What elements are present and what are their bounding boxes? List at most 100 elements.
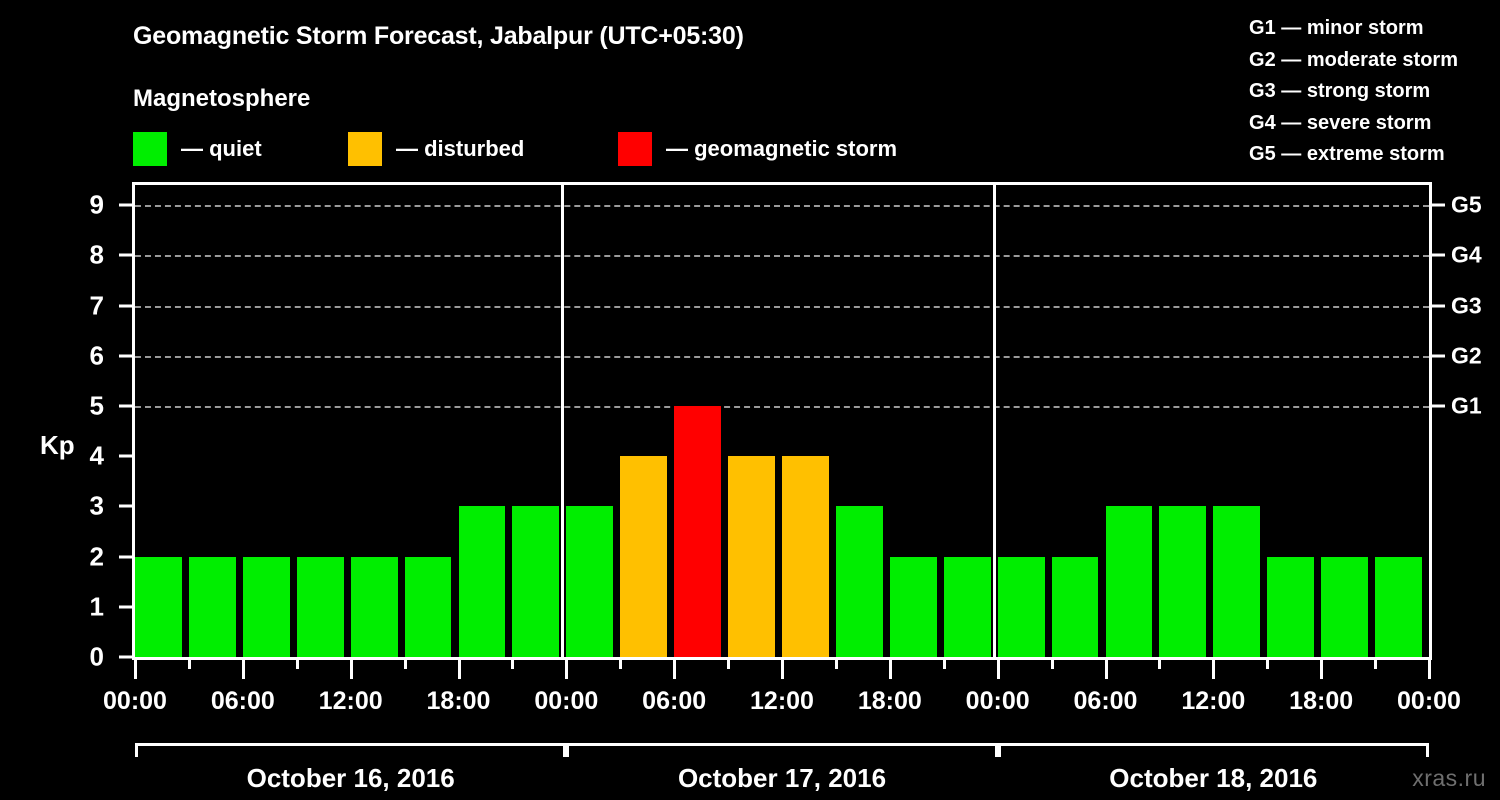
bar bbox=[188, 556, 236, 657]
x-tick-19 bbox=[1158, 657, 1162, 669]
watermark: xras.ru bbox=[1412, 765, 1486, 791]
g-scale-legend-line-3: G3 — strong storm bbox=[1249, 80, 1431, 102]
y-tick-8 bbox=[119, 253, 132, 257]
gridline-kp-9 bbox=[135, 205, 1429, 208]
gridline-kp-8 bbox=[135, 255, 1429, 258]
bar bbox=[1159, 506, 1207, 657]
day-divider-1 bbox=[561, 185, 565, 657]
x-axis-label-11: 18:00 bbox=[1289, 687, 1354, 715]
y-axis-label-8: 8 bbox=[89, 239, 104, 270]
x-tick-18 bbox=[1104, 657, 1108, 679]
g-tick-G2 bbox=[1432, 354, 1445, 358]
y-tick-7 bbox=[119, 304, 132, 307]
g-scale-legend-line-1: G1 — minor storm bbox=[1249, 17, 1424, 39]
bar bbox=[350, 556, 398, 657]
y-axis-label-4: 4 bbox=[89, 440, 104, 471]
g-scale-legend: G1 — minor storm G2 — moderate storm G3 — … bbox=[1249, 13, 1458, 171]
bar bbox=[620, 456, 668, 657]
bar bbox=[1105, 506, 1153, 657]
x-axis-label-2: 12:00 bbox=[318, 687, 383, 715]
g-tick-G4 bbox=[1432, 253, 1445, 257]
gridline-kp-6 bbox=[135, 355, 1429, 358]
bar bbox=[835, 506, 883, 657]
x-tick-10 bbox=[673, 657, 677, 679]
bar bbox=[889, 556, 937, 657]
x-tick-6 bbox=[457, 657, 461, 679]
x-tick-20 bbox=[1212, 657, 1216, 679]
bar bbox=[404, 556, 452, 657]
y-axis-label-1: 1 bbox=[89, 591, 104, 622]
x-axis-label-12: 00:00 bbox=[1397, 687, 1461, 715]
bar bbox=[458, 506, 506, 657]
y-axis-title: Kp bbox=[40, 430, 75, 460]
x-axis-label-6: 12:00 bbox=[750, 687, 814, 715]
g-tick-G3 bbox=[1432, 304, 1445, 307]
x-tick-4 bbox=[349, 657, 353, 679]
x-tick-9 bbox=[619, 657, 623, 669]
y-axis-label-6: 6 bbox=[89, 340, 104, 371]
day-bracket-3 bbox=[997, 743, 1429, 757]
bar bbox=[1375, 556, 1422, 657]
y-axis-label-5: 5 bbox=[89, 390, 104, 421]
g-axis-label-G3: G3 bbox=[1451, 292, 1482, 318]
bar bbox=[997, 556, 1045, 657]
y-tick-0 bbox=[119, 655, 132, 659]
date-caption-3: October 18, 2016 bbox=[1109, 763, 1318, 793]
x-axis-label-0: 00:00 bbox=[103, 687, 167, 715]
y-axis-label-7: 7 bbox=[89, 290, 104, 320]
x-tick-16 bbox=[996, 657, 1000, 679]
bar bbox=[782, 456, 829, 657]
x-axis-label-10: 12:00 bbox=[1181, 687, 1246, 715]
day-bracket-1 bbox=[135, 743, 567, 757]
y-tick-6 bbox=[119, 354, 132, 358]
x-tick-3 bbox=[295, 657, 299, 669]
g-scale-legend-line-2: G2 — moderate storm bbox=[1249, 48, 1458, 71]
legend-item-label: — geomagnetic storm bbox=[666, 136, 898, 161]
gridline-kp-5 bbox=[135, 405, 1429, 408]
bar bbox=[1321, 556, 1369, 657]
legend-swatch-icon bbox=[133, 132, 167, 166]
x-tick-1 bbox=[187, 657, 191, 669]
g-axis-label-G5: G5 bbox=[1451, 191, 1482, 218]
x-tick-2 bbox=[241, 657, 245, 679]
bars-layer bbox=[135, 185, 1429, 657]
y-tick-9 bbox=[119, 203, 132, 207]
x-tick-23 bbox=[1374, 657, 1378, 669]
legend-item-2: — geomagnetic storm bbox=[618, 131, 897, 167]
y-tick-1 bbox=[119, 605, 132, 609]
y-axis-label-3: 3 bbox=[89, 490, 104, 521]
x-axis-label-1: 06:00 bbox=[210, 687, 275, 715]
day-divider-2 bbox=[992, 185, 996, 657]
x-tick-21 bbox=[1266, 657, 1270, 669]
day-bracket-2 bbox=[566, 743, 998, 757]
g-tick-G5 bbox=[1432, 203, 1445, 207]
y-tick-4 bbox=[119, 454, 132, 458]
bar bbox=[1213, 506, 1261, 657]
date-caption-2: October 17, 2016 bbox=[677, 763, 887, 793]
legend-item-0: — quiet bbox=[133, 131, 262, 167]
legend-swatch-icon bbox=[618, 132, 652, 166]
y-tick-2 bbox=[119, 555, 132, 559]
x-tick-24 bbox=[1428, 657, 1431, 679]
x-axis-label-5: 06:00 bbox=[642, 687, 707, 715]
bar bbox=[943, 556, 991, 657]
x-tick-14 bbox=[888, 657, 892, 679]
y-tick-3 bbox=[119, 504, 132, 508]
g-axis-label-G1: G1 bbox=[1451, 392, 1482, 419]
bar bbox=[512, 506, 560, 657]
x-tick-7 bbox=[511, 657, 515, 669]
x-tick-17 bbox=[1050, 657, 1054, 669]
x-tick-11 bbox=[727, 657, 731, 669]
x-tick-8 bbox=[565, 657, 569, 679]
bar bbox=[1051, 556, 1099, 657]
x-tick-0 bbox=[134, 657, 137, 679]
legend-item-1: — disturbed bbox=[348, 131, 524, 167]
gridline-kp-7 bbox=[135, 305, 1429, 308]
y-axis-label-2: 2 bbox=[89, 541, 104, 572]
x-axis-label-8: 00:00 bbox=[965, 687, 1030, 715]
x-tick-13 bbox=[834, 657, 838, 669]
legend-swatch-icon bbox=[348, 132, 382, 166]
x-axis-label-9: 06:00 bbox=[1073, 687, 1138, 715]
bar bbox=[296, 556, 344, 657]
y-axis-label-0: 0 bbox=[89, 641, 104, 672]
